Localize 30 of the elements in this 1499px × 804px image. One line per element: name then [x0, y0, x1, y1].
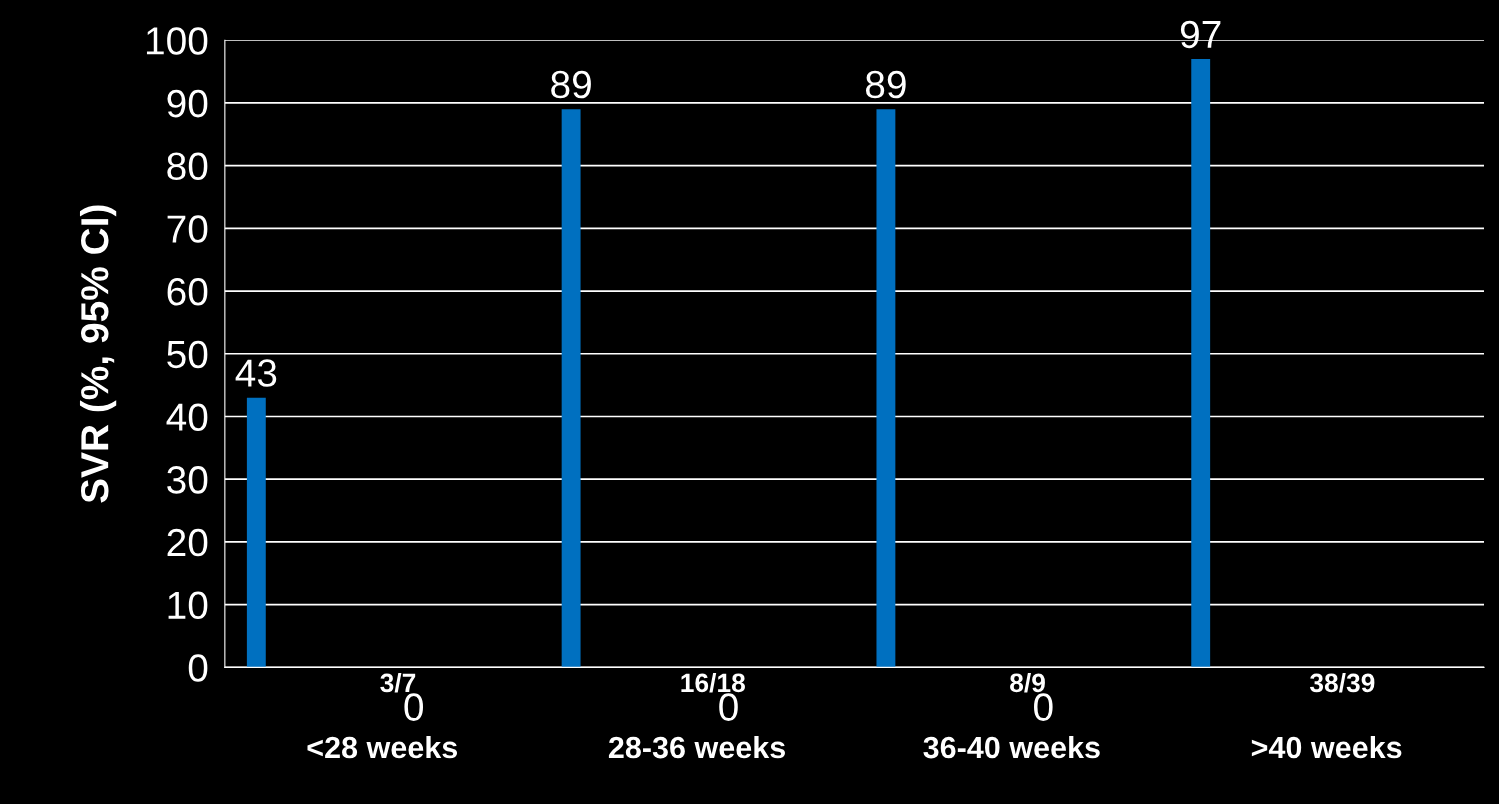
data-label: 0	[404, 693, 424, 721]
y-axis-title: SVR (%, 95% CI)	[79, 205, 117, 503]
text: 16/18	[681, 672, 745, 693]
y-tick-label: 80	[167, 152, 208, 181]
bar	[561, 109, 581, 668]
bar	[1191, 59, 1211, 668]
y-tick-label: 60	[167, 277, 208, 306]
y-tick-label: 100	[146, 27, 208, 55]
data-label: 0	[719, 693, 738, 721]
data-label: 43	[235, 359, 277, 387]
y-tick-label: 50	[167, 340, 208, 369]
y-tick-label: 10	[168, 591, 208, 620]
text: 3/7	[380, 672, 416, 693]
text: 38/39	[1309, 672, 1375, 693]
x-tick-label: <28 weeks	[307, 735, 458, 759]
x-tick-label: >40 weeks	[1251, 735, 1402, 759]
y-tick-label: 70	[167, 215, 208, 243]
y-tick-label: 40	[166, 403, 208, 431]
y-tick-label: 20	[167, 528, 208, 557]
text: 8/9	[1010, 672, 1045, 693]
data-label: 89	[551, 70, 591, 99]
data-label: 0	[1034, 693, 1053, 721]
bar	[246, 397, 266, 668]
x-tick-label: 28-36 weeks	[608, 735, 785, 759]
y-tick-label: 0	[188, 654, 208, 682]
y-tick-label: 30	[167, 466, 208, 494]
bar	[876, 109, 896, 668]
data-label: 89	[865, 70, 906, 99]
x-tick-label: 36-40 weeks	[923, 735, 1100, 759]
y-tick-label: 90	[167, 89, 208, 118]
